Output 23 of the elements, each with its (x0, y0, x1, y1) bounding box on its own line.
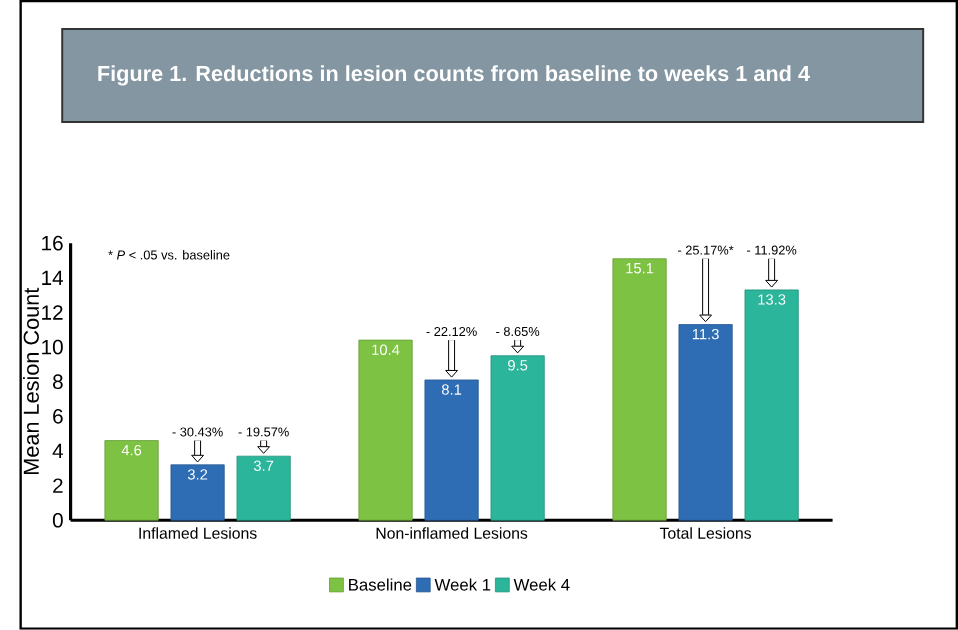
bar (104, 440, 159, 521)
bar (744, 289, 799, 521)
legend-label: Week 1 (434, 578, 491, 591)
y-tick-label: 10 (42, 339, 63, 355)
bar (170, 464, 225, 521)
bar (236, 455, 291, 521)
chart-title: Figure 1. Reductions in lesion counts from baseline to weeks 1 and 4 (98, 65, 810, 86)
bar (358, 339, 413, 521)
y-tick-label: 0 (52, 513, 63, 528)
y-tick-label: 2 (53, 478, 63, 493)
bar (490, 355, 545, 521)
y-axis-title: Mean Lesion Count (23, 287, 39, 475)
legend-label: Week 4 (513, 578, 570, 591)
legend-label: Baseline (349, 578, 412, 591)
y-tick-label: 8 (53, 374, 63, 390)
y-tick-label: 4 (52, 443, 63, 459)
y-tick-label: 14 (42, 270, 63, 285)
bar (678, 324, 733, 521)
bar (424, 379, 479, 521)
y-tick-label: 6 (53, 409, 63, 424)
bar (612, 258, 667, 521)
y-tick-label: 16 (42, 235, 63, 251)
y-tick-label: 12 (42, 305, 63, 320)
